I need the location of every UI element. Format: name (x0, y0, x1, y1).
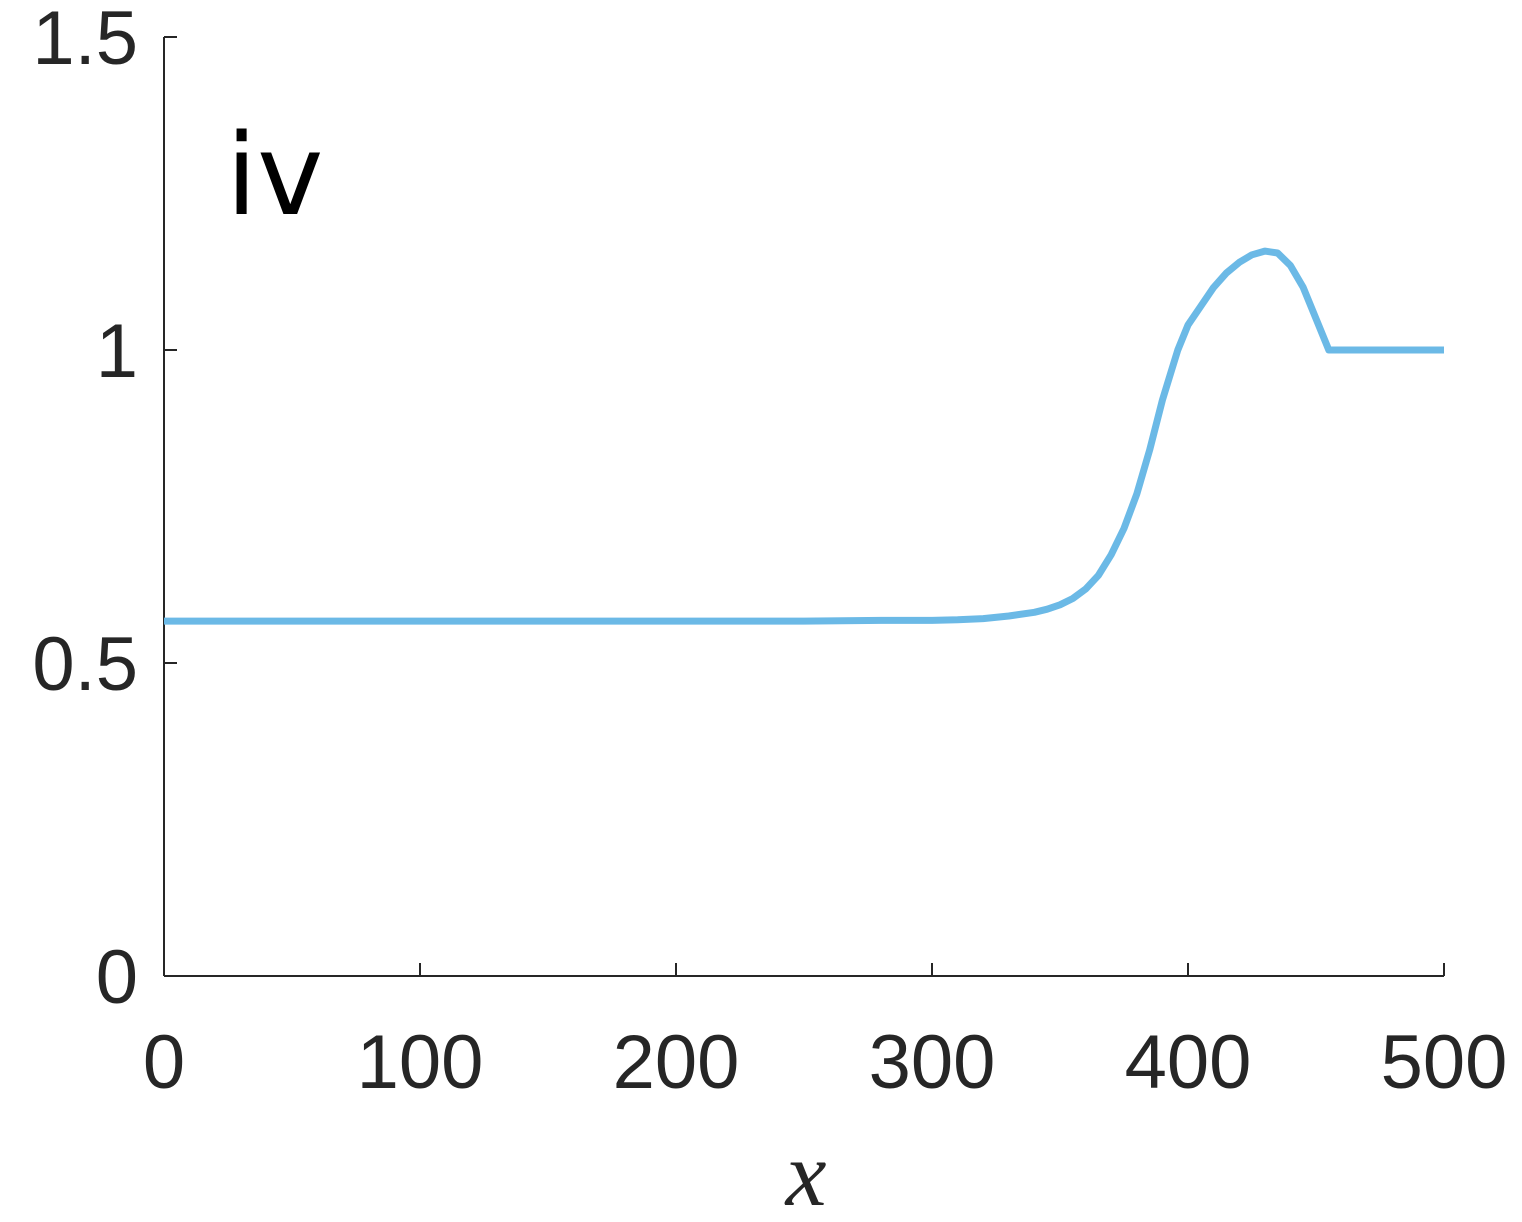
x-tick-label: 0 (143, 1020, 185, 1105)
tick-labels: 0 100 200 300 400 500 0 0.5 1 1.5 (32, 0, 1507, 1105)
panel-label: iv (226, 111, 323, 241)
x-tick-label: 500 (1381, 1020, 1508, 1105)
series-line (164, 247, 1444, 625)
x-tick-label: 300 (869, 1020, 996, 1105)
x-tick-label: 100 (357, 1020, 484, 1105)
y-tick-label: 1 (96, 309, 138, 394)
x-tick-label: 400 (1125, 1020, 1252, 1105)
ticks (163, 36, 1445, 977)
plot-area (164, 247, 1444, 625)
y-tick-label: 0.5 (32, 622, 138, 707)
x-axis-label: x (784, 1123, 827, 1222)
y-tick-label: 1.5 (32, 0, 138, 81)
y-tick-label: 0 (96, 935, 138, 1020)
x-tick-label: 200 (613, 1020, 740, 1105)
